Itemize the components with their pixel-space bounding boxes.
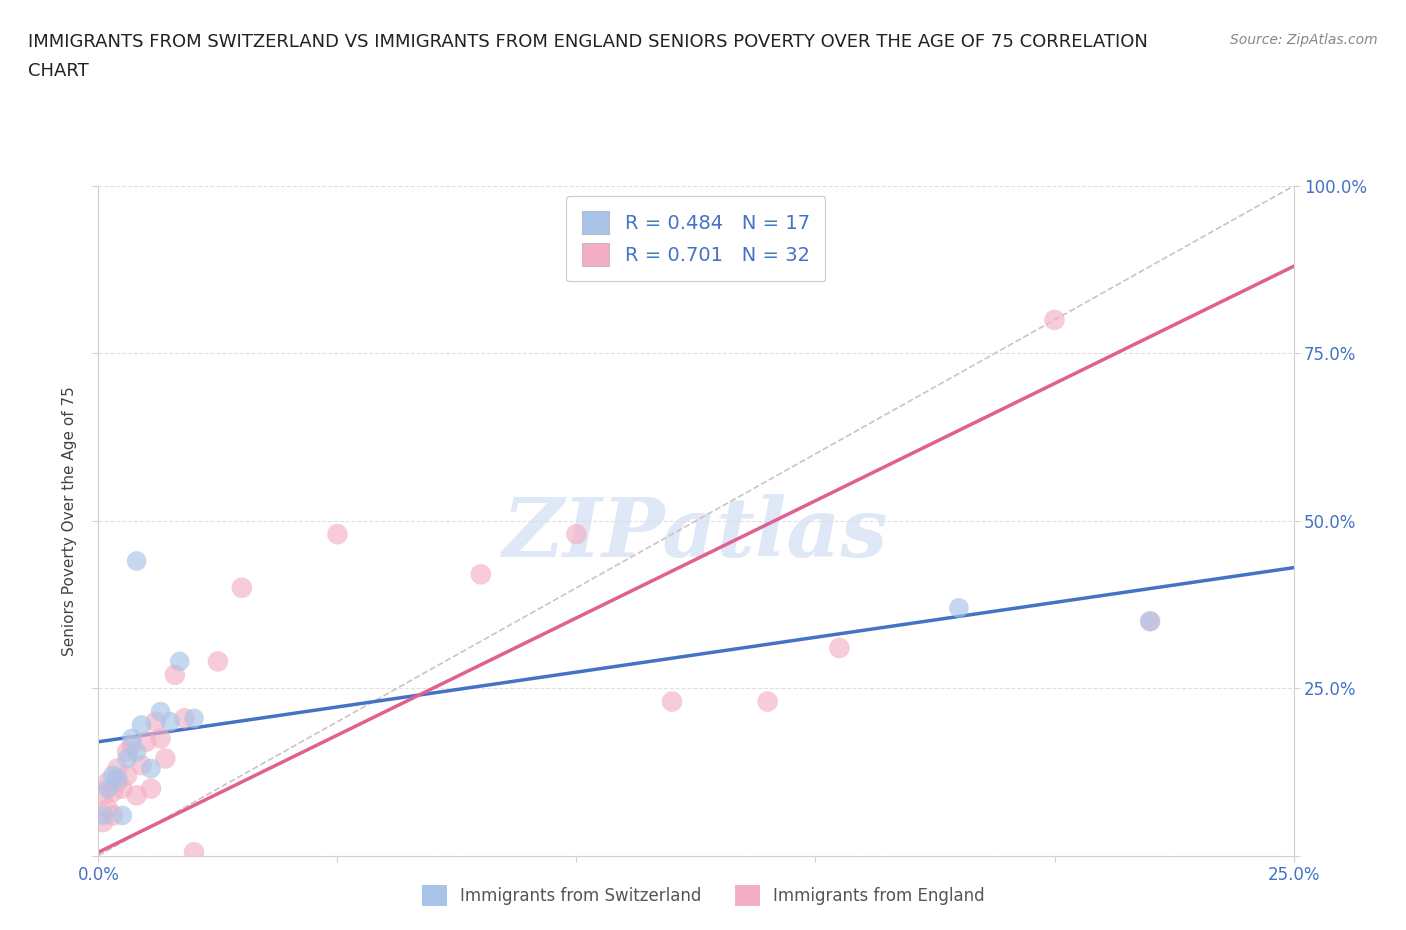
Point (115, 751, 138, 766)
Text: ZIPatlas: ZIPatlas (503, 494, 889, 574)
Legend: Immigrants from Switzerland, Immigrants from England: Immigrants from Switzerland, Immigrants … (415, 879, 991, 912)
Point (121, 737, 143, 752)
Point (1139, 614, 1161, 629)
Y-axis label: Seniors Poverty Over the Age of 75: Seniors Poverty Over the Age of 75 (62, 386, 77, 656)
Point (159, 714, 181, 729)
Point (139, 761, 162, 776)
Point (107, 775, 129, 790)
Point (565, 526, 588, 541)
Point (155, 751, 177, 766)
Point (97, 775, 120, 790)
Point (101, 785, 124, 800)
Point (131, 758, 153, 773)
Point (163, 668, 186, 683)
Point (183, 844, 205, 859)
Point (470, 567, 492, 582)
Point (111, 781, 134, 796)
Point (91, 815, 114, 830)
Point (149, 704, 172, 719)
Point (149, 731, 172, 746)
Point (107, 761, 129, 776)
Point (101, 768, 124, 783)
Point (97, 781, 120, 796)
Point (115, 744, 138, 759)
Point (326, 526, 349, 541)
Point (97, 802, 120, 817)
Point (1043, 312, 1066, 327)
Point (207, 654, 229, 669)
Point (125, 553, 148, 568)
Point (1139, 614, 1161, 629)
Point (231, 580, 253, 595)
Text: IMMIGRANTS FROM SWITZERLAND VS IMMIGRANTS FROM ENGLAND SENIORS POVERTY OVER THE : IMMIGRANTS FROM SWITZERLAND VS IMMIGRANT… (28, 33, 1147, 50)
Point (135, 735, 157, 750)
Point (173, 711, 195, 725)
Point (125, 788, 148, 803)
Legend: R = 0.484   N = 17, R = 0.701   N = 32: R = 0.484 N = 17, R = 0.701 N = 32 (567, 195, 825, 282)
Point (145, 714, 167, 729)
Text: CHART: CHART (28, 62, 89, 80)
Point (111, 808, 134, 823)
Point (183, 711, 205, 725)
Point (125, 744, 148, 759)
Point (91, 788, 114, 803)
Point (756, 694, 779, 709)
Point (139, 781, 162, 796)
Text: Source: ZipAtlas.com: Source: ZipAtlas.com (1230, 33, 1378, 46)
Point (115, 768, 138, 783)
Point (169, 654, 191, 669)
Point (101, 808, 124, 823)
Point (107, 771, 129, 786)
Point (948, 601, 970, 616)
Point (828, 641, 851, 656)
Point (91, 808, 114, 823)
Point (131, 718, 153, 733)
Point (121, 731, 143, 746)
Point (661, 694, 683, 709)
